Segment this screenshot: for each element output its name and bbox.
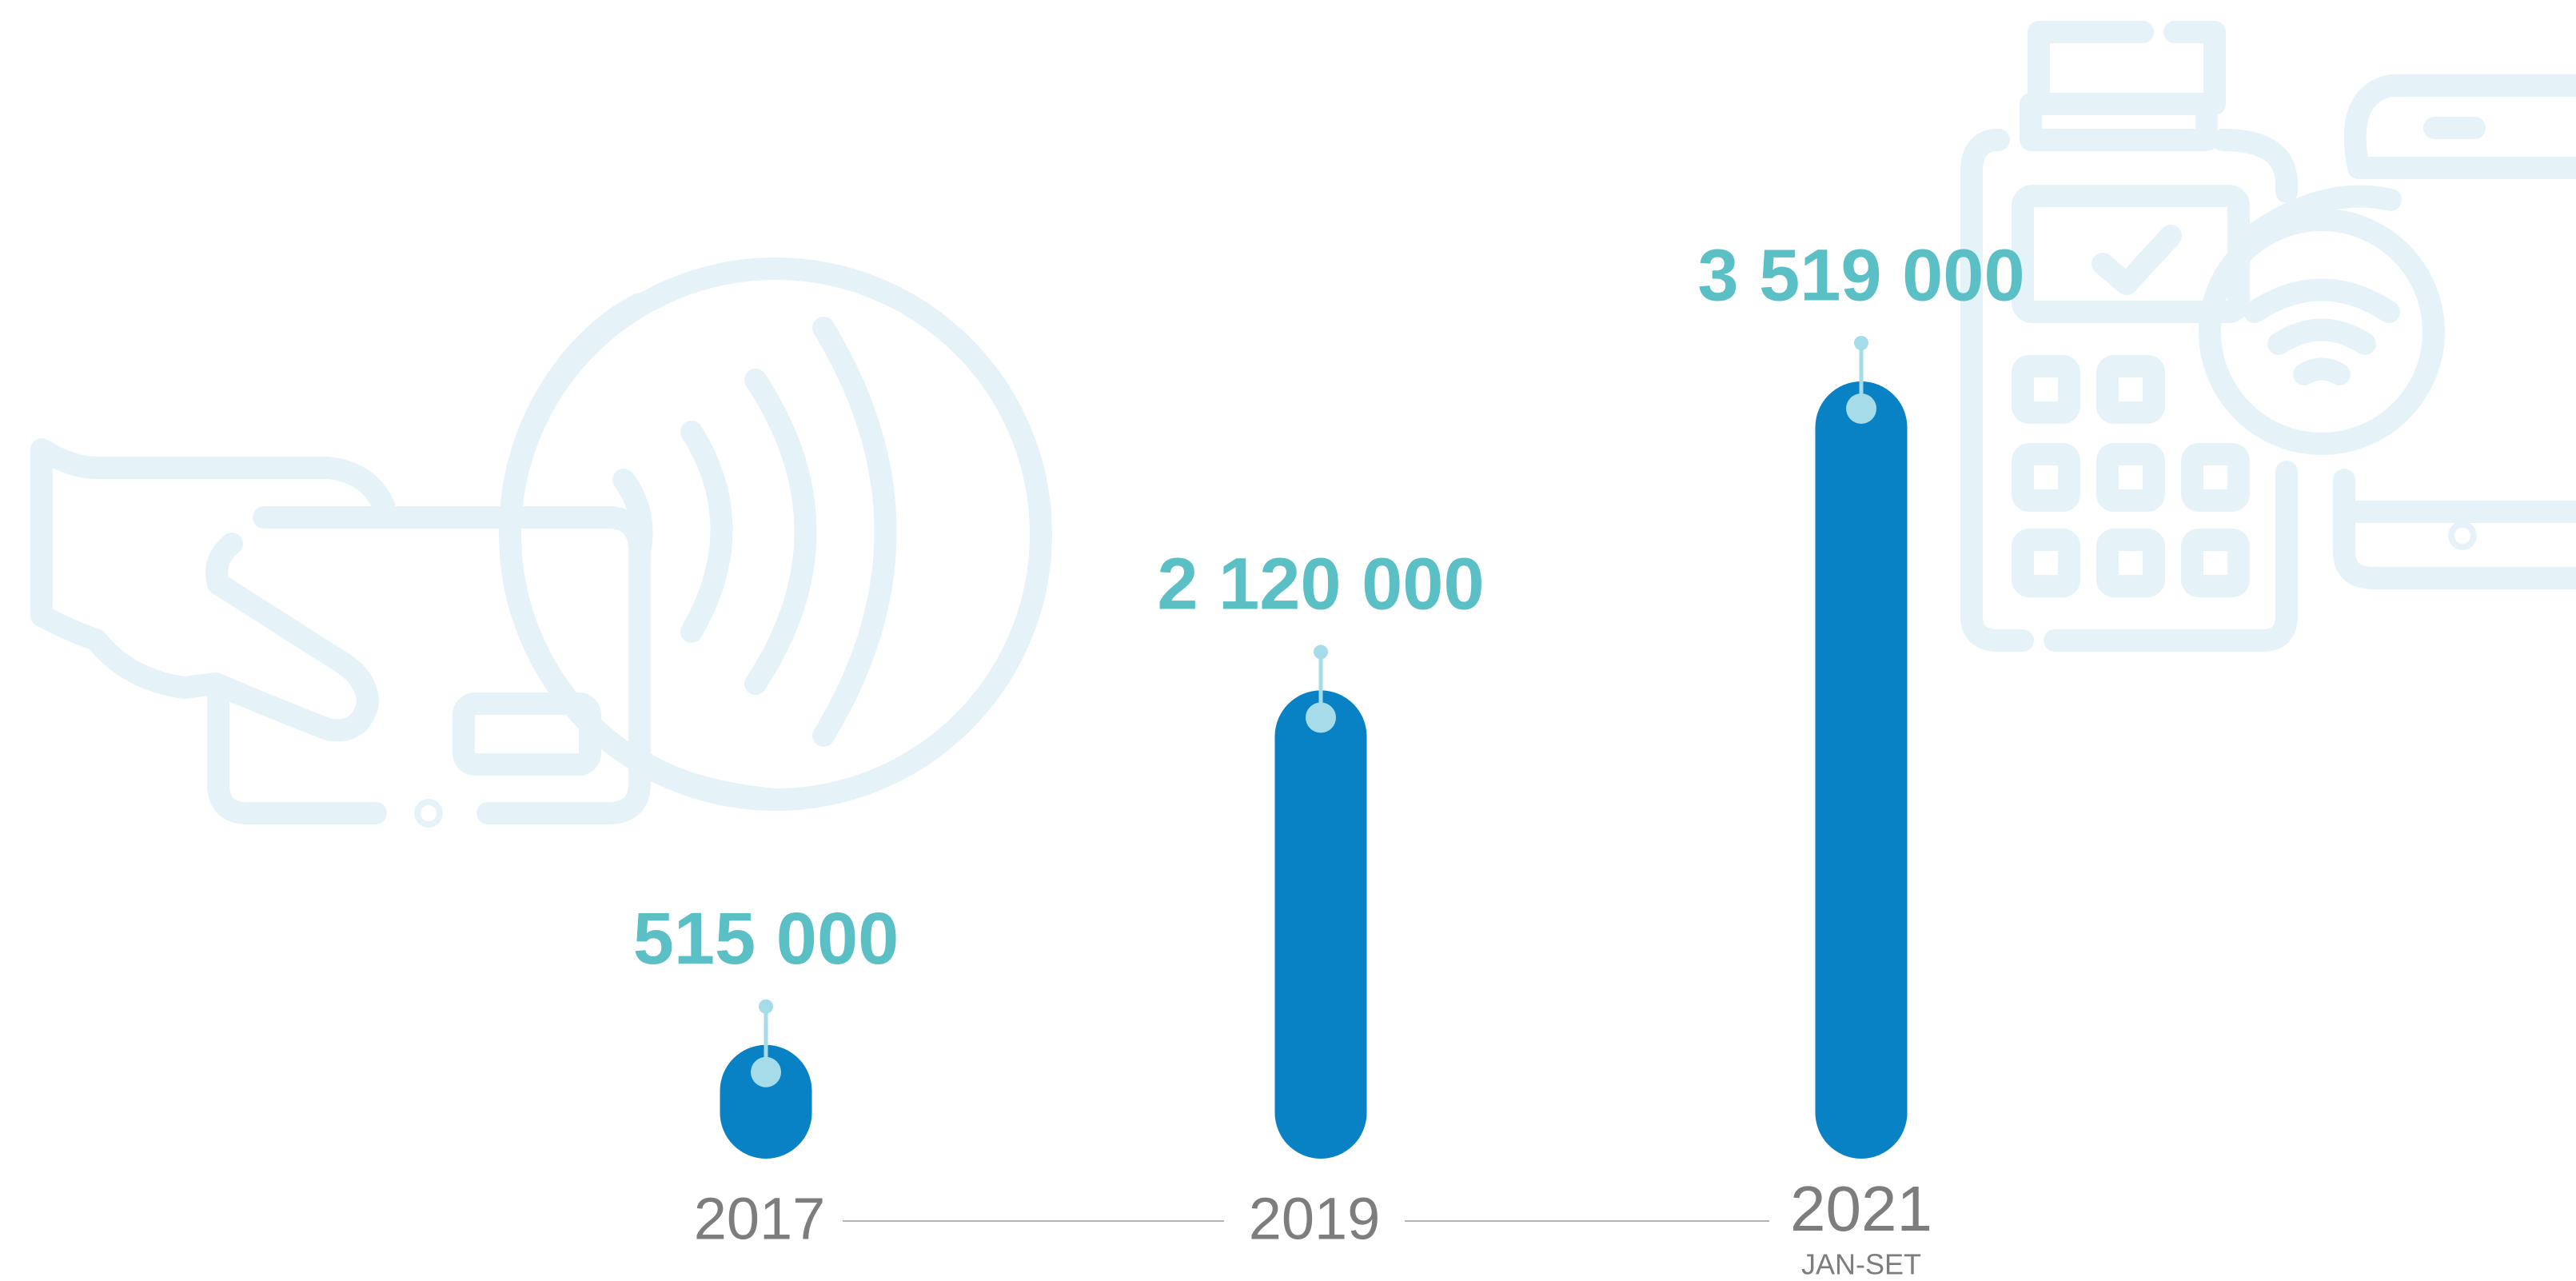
marker-dot <box>759 999 773 1014</box>
x-tick-label: 2017 <box>694 1186 826 1252</box>
marker-dot <box>1854 336 1868 350</box>
bar <box>720 1044 812 1159</box>
keypad <box>2012 355 2250 597</box>
axis: 2017 2019 2021 JAN-SET <box>694 1173 1932 1280</box>
bars: 515 000 2 120 000 3 519 000 <box>633 234 2025 1159</box>
marker-dot <box>751 1056 781 1087</box>
value-label: 3 519 000 <box>1697 234 2024 316</box>
x-tick-sublabel: JAN-SET <box>1801 1248 1921 1281</box>
pos-terminal-icon <box>1960 21 2576 652</box>
value-label: 2 120 000 <box>1157 544 1484 625</box>
marker-dot <box>1314 644 1328 660</box>
x-tick-label: 2021 <box>1790 1173 1932 1244</box>
marker-dot <box>1846 393 1876 424</box>
x-tick-label: 2019 <box>1249 1186 1381 1252</box>
marker-dot <box>1306 702 1336 733</box>
bar <box>1815 381 1908 1159</box>
bar <box>1274 690 1367 1159</box>
value-label: 515 000 <box>633 898 899 980</box>
contactless-card-icon <box>30 257 1052 828</box>
